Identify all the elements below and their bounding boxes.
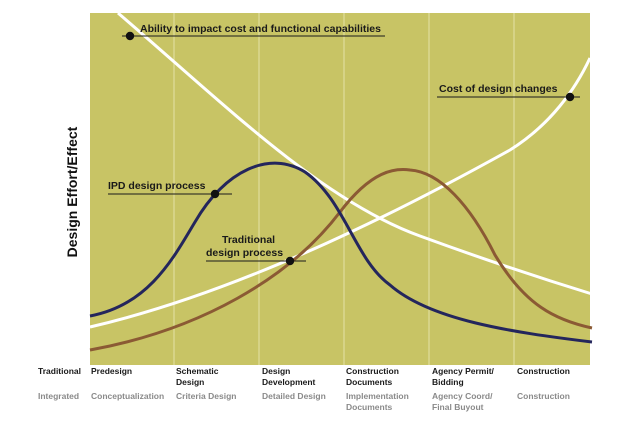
traditional-phase-4-line-0: Agency Permit/ (432, 366, 495, 376)
integrated-row-label: Integrated (38, 391, 79, 401)
integrated-phase-0-line-0: Conceptualization (91, 391, 164, 401)
ability-marker (125, 31, 135, 41)
traditional-phase-0-line-0: Predesign (91, 366, 132, 376)
integrated-phase-4-line-1: Final Buyout (432, 402, 484, 412)
ipd-label: IPD design process (108, 180, 206, 192)
integrated-phase-1-line-0: Criteria Design (176, 391, 236, 401)
traditional-phase-4-line-1: Bidding (432, 377, 464, 387)
cost-label: Cost of design changes (439, 83, 558, 95)
y-axis-label: Design Effort/Effect (64, 126, 80, 257)
integrated-phase-5-line-0: Construction (517, 391, 570, 401)
ability-curve (117, 11, 593, 296)
traditional-curve (89, 168, 593, 352)
ability-label: Ability to impact cost and functional ca… (140, 23, 381, 35)
traditional-phase-1-line-0: Schematic (176, 366, 219, 376)
traditional-label-line2: design process (206, 247, 283, 259)
cost-curve (89, 57, 592, 329)
integrated-phase-3-line-1: Documents (346, 402, 393, 412)
ipd-marker (210, 189, 220, 199)
traditional-phase-1-line-1: Design (176, 377, 204, 387)
plot-background (90, 13, 590, 365)
traditional-phase-2-line-1: Development (262, 377, 316, 387)
integrated-phase-4-line-0: Agency Coord/ (432, 391, 493, 401)
traditional-phase-2-line-0: Design (262, 366, 290, 376)
cost-marker (565, 92, 575, 102)
traditional-row-label: Traditional (38, 366, 81, 376)
traditional-label-line1: Traditional (222, 234, 275, 246)
traditional-phase-3-line-1: Documents (346, 377, 393, 387)
traditional-marker (285, 256, 295, 266)
ipd-curve (89, 161, 593, 344)
traditional-phase-labels: Predesign SchematicDesignDesignDevelopmen… (91, 366, 570, 387)
traditional-phase-5-line-0: Construction (517, 366, 570, 376)
integrated-phase-labels: Conceptualization Criteria Design Detailed… (91, 391, 570, 412)
integrated-phase-2-line-0: Detailed Design (262, 391, 326, 401)
integrated-phase-3-line-0: Implementation (346, 391, 409, 401)
phase-dividers (173, 13, 515, 365)
traditional-phase-3-line-0: Construction (346, 366, 399, 376)
